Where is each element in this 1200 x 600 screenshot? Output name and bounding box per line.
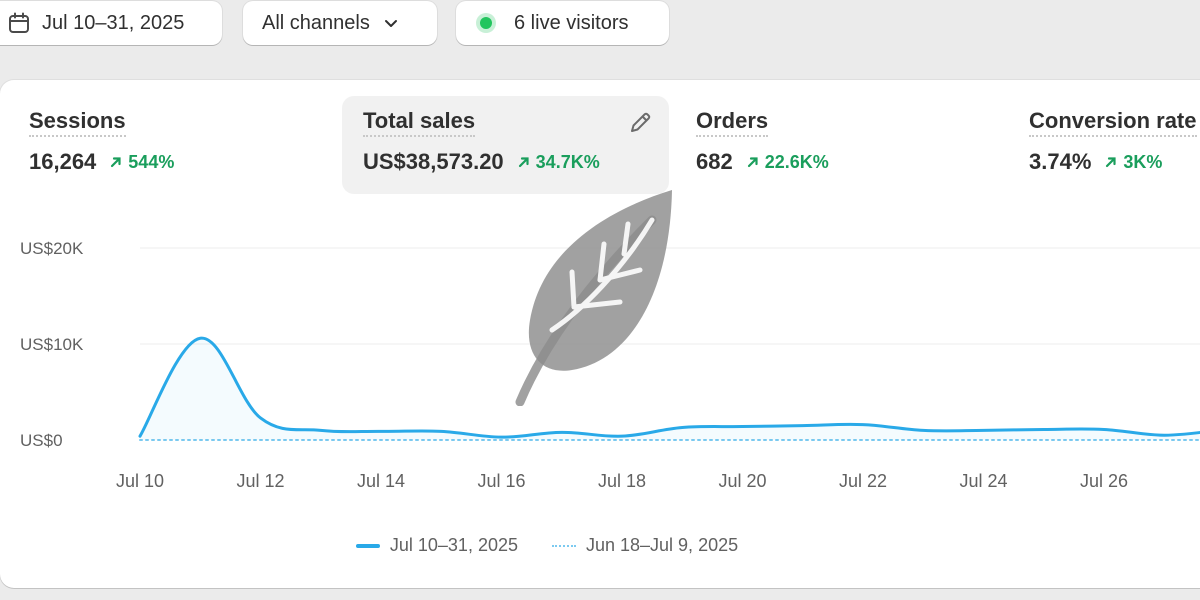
- channels-dropdown[interactable]: All channels: [243, 1, 437, 45]
- metric-change-value: 544%: [128, 151, 175, 172]
- legend-label: Jun 18–Jul 9, 2025: [585, 535, 739, 555]
- channels-label: All channels: [262, 11, 370, 34]
- metric-change: 34.7K%: [518, 152, 600, 173]
- metric-value: US$38,573.20: [363, 149, 504, 174]
- date-range-button[interactable]: Jul 10–31, 2025: [0, 1, 222, 45]
- legend-item-current[interactable]: Jul 10–31, 2025: [355, 535, 518, 556]
- x-tick-label: Jul 20: [718, 471, 766, 491]
- x-tick-label: Jul 26: [1080, 471, 1128, 491]
- y-tick-label: US$20K: [20, 239, 84, 258]
- y-tick-label: US$0: [20, 431, 63, 450]
- metric-value: 16,264: [29, 149, 97, 174]
- current-series-area: [140, 338, 1200, 440]
- live-visitors-button[interactable]: 6 live visitors: [456, 1, 669, 45]
- x-tick-label: Jul 12: [236, 471, 284, 491]
- metric-change-value: 3K%: [1123, 151, 1163, 172]
- metric-value: 682: [696, 149, 733, 174]
- arrow-up-right-icon: [1105, 156, 1117, 168]
- metric-conversion-rate[interactable]: Conversion rate 3.74% 3K%: [1029, 96, 1200, 194]
- live-status-dot-icon: [480, 17, 492, 29]
- x-tick-label: Jul 14: [357, 471, 405, 491]
- sales-line-chart: US$0 US$10K US$20K Jul 10 Jul 12 Jul 14 Jul 16…: [20, 239, 1200, 491]
- live-visitors-label: 6 live visitors: [514, 11, 629, 34]
- metric-orders[interactable]: Orders 682 22.6K%: [696, 96, 996, 194]
- pencil-edit-icon[interactable]: [627, 110, 653, 136]
- metric-title: Orders: [696, 108, 769, 137]
- chart-legend: Jul 10–31, 2025 Jun 18–Jul 9, 2025: [0, 535, 1200, 556]
- calendar-icon: [8, 12, 30, 34]
- metric-change-value: 22.6K%: [764, 151, 829, 172]
- metric-change: 3K%: [1105, 152, 1162, 173]
- metric-change: 544%: [110, 152, 174, 173]
- metric-sessions[interactable]: Sessions 16,264 544%: [29, 96, 309, 194]
- x-tick-label: Jul 10: [116, 471, 164, 491]
- metric-value: 3.74%: [1029, 149, 1092, 174]
- legend-swatch-solid: [355, 543, 380, 548]
- arrow-up-right-icon: [747, 156, 759, 168]
- metric-title: Conversion rate: [1029, 108, 1197, 137]
- metric-title: Sessions: [29, 108, 126, 137]
- current-series-line: [138, 336, 1200, 439]
- arrow-up-right-icon: [518, 156, 530, 168]
- x-tick-label: Jul 16: [477, 471, 525, 491]
- y-tick-label: US$10K: [20, 335, 84, 354]
- x-tick-label: Jul 24: [959, 471, 1007, 491]
- analytics-card: US$0 US$10K US$20K Jul 10 Jul 12 Jul 14 Jul 16…: [0, 80, 1200, 588]
- metric-change-value: 34.7K%: [535, 151, 600, 172]
- metric-total-sales[interactable]: Total sales US$38,573.20 34.7K%: [342, 96, 669, 194]
- metric-change: 22.6K%: [747, 152, 829, 173]
- chevron-down-icon: [382, 14, 400, 32]
- legend-item-comparison[interactable]: Jun 18–Jul 9, 2025: [551, 535, 739, 556]
- date-range-label: Jul 10–31, 2025: [42, 11, 185, 34]
- metric-title: Total sales: [363, 108, 476, 137]
- filter-bar: Jul 10–31, 2025 All channels 6 live visi…: [0, 0, 1200, 50]
- x-tick-label: Jul 22: [839, 471, 887, 491]
- legend-label: Jul 10–31, 2025: [389, 535, 518, 555]
- legend-swatch-dotted: [551, 544, 576, 547]
- arrow-up-right-icon: [110, 156, 122, 168]
- x-tick-label: Jul 18: [598, 471, 646, 491]
